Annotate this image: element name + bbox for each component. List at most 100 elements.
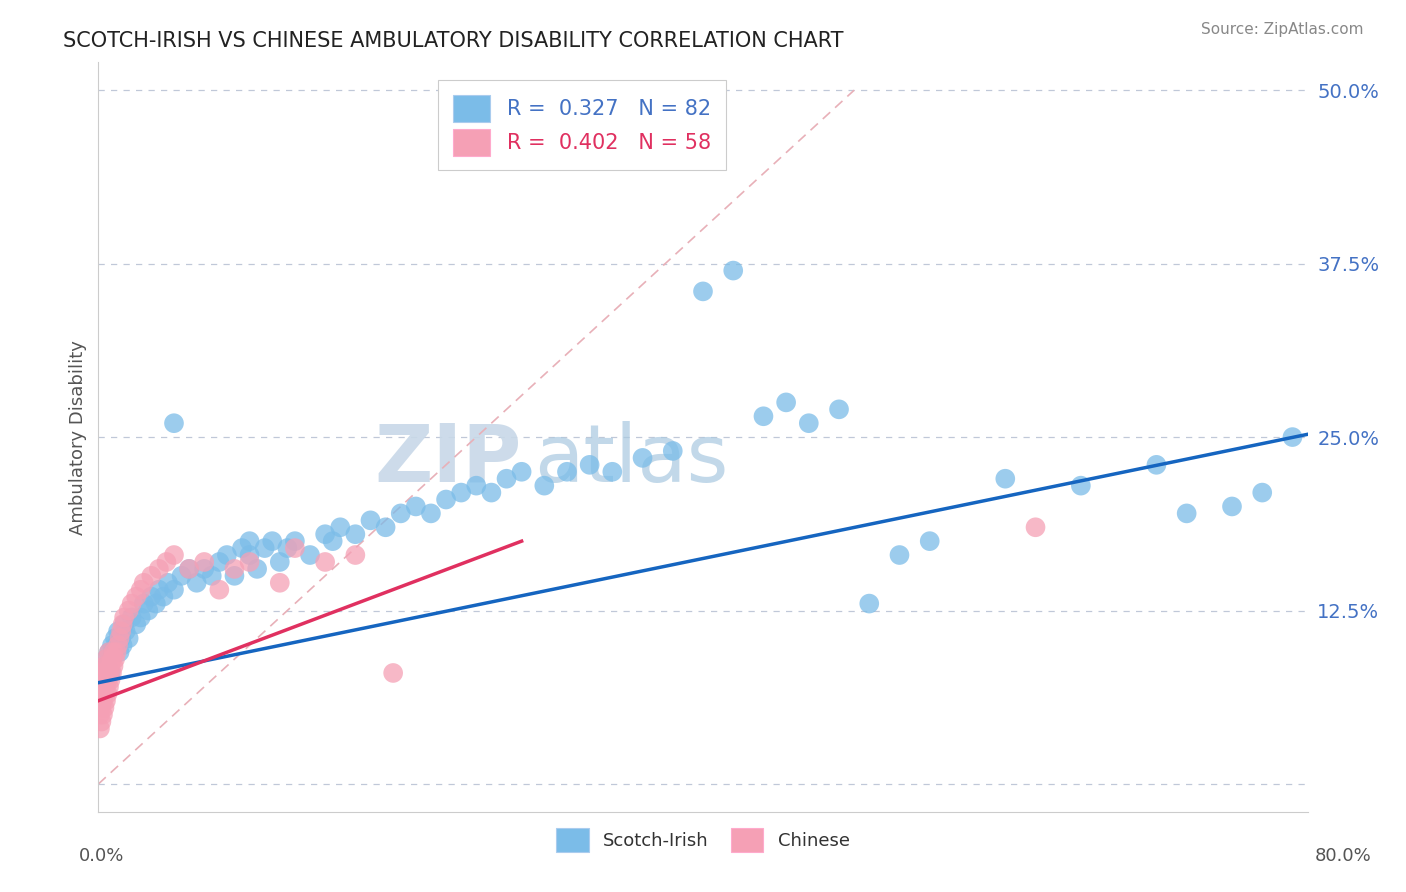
Point bbox=[163, 416, 186, 430]
Point bbox=[90, 673, 112, 687]
Point bbox=[108, 645, 131, 659]
Point bbox=[132, 575, 155, 590]
Point bbox=[125, 617, 148, 632]
Point bbox=[141, 569, 163, 583]
Point bbox=[91, 665, 114, 680]
Point bbox=[481, 485, 503, 500]
Point bbox=[108, 632, 131, 646]
Point bbox=[141, 590, 163, 604]
Point bbox=[284, 534, 307, 549]
Point bbox=[994, 472, 1017, 486]
Point bbox=[148, 562, 170, 576]
Point bbox=[107, 638, 129, 652]
Point bbox=[208, 582, 231, 597]
Point bbox=[1144, 458, 1167, 472]
Point bbox=[284, 541, 307, 555]
Point bbox=[105, 638, 128, 652]
Point bbox=[752, 409, 775, 424]
Point bbox=[450, 485, 472, 500]
Point bbox=[533, 478, 555, 492]
Point bbox=[98, 665, 121, 680]
Point bbox=[90, 714, 112, 729]
Point bbox=[114, 624, 136, 639]
Point bbox=[578, 458, 600, 472]
Point bbox=[145, 597, 167, 611]
Point bbox=[179, 562, 201, 576]
Point bbox=[96, 687, 118, 701]
Point bbox=[360, 513, 382, 527]
Point bbox=[692, 285, 714, 299]
Point bbox=[510, 465, 533, 479]
Point bbox=[231, 541, 253, 555]
Point bbox=[239, 555, 262, 569]
Point bbox=[101, 665, 124, 680]
Point bbox=[152, 590, 174, 604]
Point bbox=[89, 722, 111, 736]
Text: 0.0%: 0.0% bbox=[79, 847, 124, 864]
Point bbox=[246, 562, 269, 576]
Point bbox=[96, 659, 118, 673]
Text: ZIP: ZIP bbox=[374, 420, 522, 499]
Point bbox=[344, 548, 367, 562]
Point bbox=[555, 465, 578, 479]
Point bbox=[136, 603, 159, 617]
Point bbox=[262, 534, 284, 549]
Point bbox=[104, 652, 127, 666]
Point bbox=[96, 673, 118, 687]
Point bbox=[208, 555, 231, 569]
Point bbox=[201, 569, 224, 583]
Point bbox=[215, 548, 238, 562]
Point bbox=[344, 527, 367, 541]
Point bbox=[1070, 478, 1092, 492]
Point bbox=[101, 638, 124, 652]
Point bbox=[661, 444, 683, 458]
Point bbox=[91, 680, 114, 694]
Point bbox=[382, 665, 405, 680]
Point bbox=[107, 624, 129, 639]
Point bbox=[224, 569, 246, 583]
Point bbox=[125, 590, 148, 604]
Point bbox=[100, 665, 122, 680]
Point bbox=[389, 507, 412, 521]
Point bbox=[276, 541, 298, 555]
Point bbox=[1024, 520, 1046, 534]
Point bbox=[89, 694, 111, 708]
Point bbox=[103, 645, 125, 659]
Point bbox=[239, 534, 262, 549]
Point bbox=[889, 548, 911, 562]
Point bbox=[103, 645, 125, 659]
Point bbox=[193, 555, 215, 569]
Text: SCOTCH-IRISH VS CHINESE AMBULATORY DISABILITY CORRELATION CHART: SCOTCH-IRISH VS CHINESE AMBULATORY DISAB… bbox=[63, 31, 844, 51]
Point bbox=[110, 632, 132, 646]
Point bbox=[155, 555, 177, 569]
Point bbox=[91, 694, 114, 708]
Point bbox=[94, 680, 117, 694]
Point bbox=[148, 582, 170, 597]
Point bbox=[723, 263, 745, 277]
Point bbox=[105, 645, 128, 659]
Point bbox=[112, 610, 135, 624]
Point bbox=[631, 450, 654, 465]
Legend: Scotch-Irish, Chinese: Scotch-Irish, Chinese bbox=[550, 822, 856, 859]
Point bbox=[118, 603, 141, 617]
Point bbox=[374, 520, 396, 534]
Point bbox=[858, 597, 880, 611]
Point bbox=[96, 659, 118, 673]
Point bbox=[163, 582, 186, 597]
Point bbox=[104, 632, 127, 646]
Point bbox=[465, 478, 488, 492]
Point bbox=[118, 632, 141, 646]
Point bbox=[98, 680, 121, 694]
Point bbox=[129, 582, 152, 597]
Point bbox=[100, 673, 122, 687]
Point bbox=[239, 548, 262, 562]
Point bbox=[111, 617, 134, 632]
Point bbox=[93, 700, 115, 714]
Point bbox=[111, 638, 134, 652]
Point bbox=[121, 610, 143, 624]
Point bbox=[132, 597, 155, 611]
Point bbox=[156, 575, 179, 590]
Point bbox=[1220, 500, 1243, 514]
Text: atlas: atlas bbox=[534, 420, 728, 499]
Point bbox=[314, 527, 336, 541]
